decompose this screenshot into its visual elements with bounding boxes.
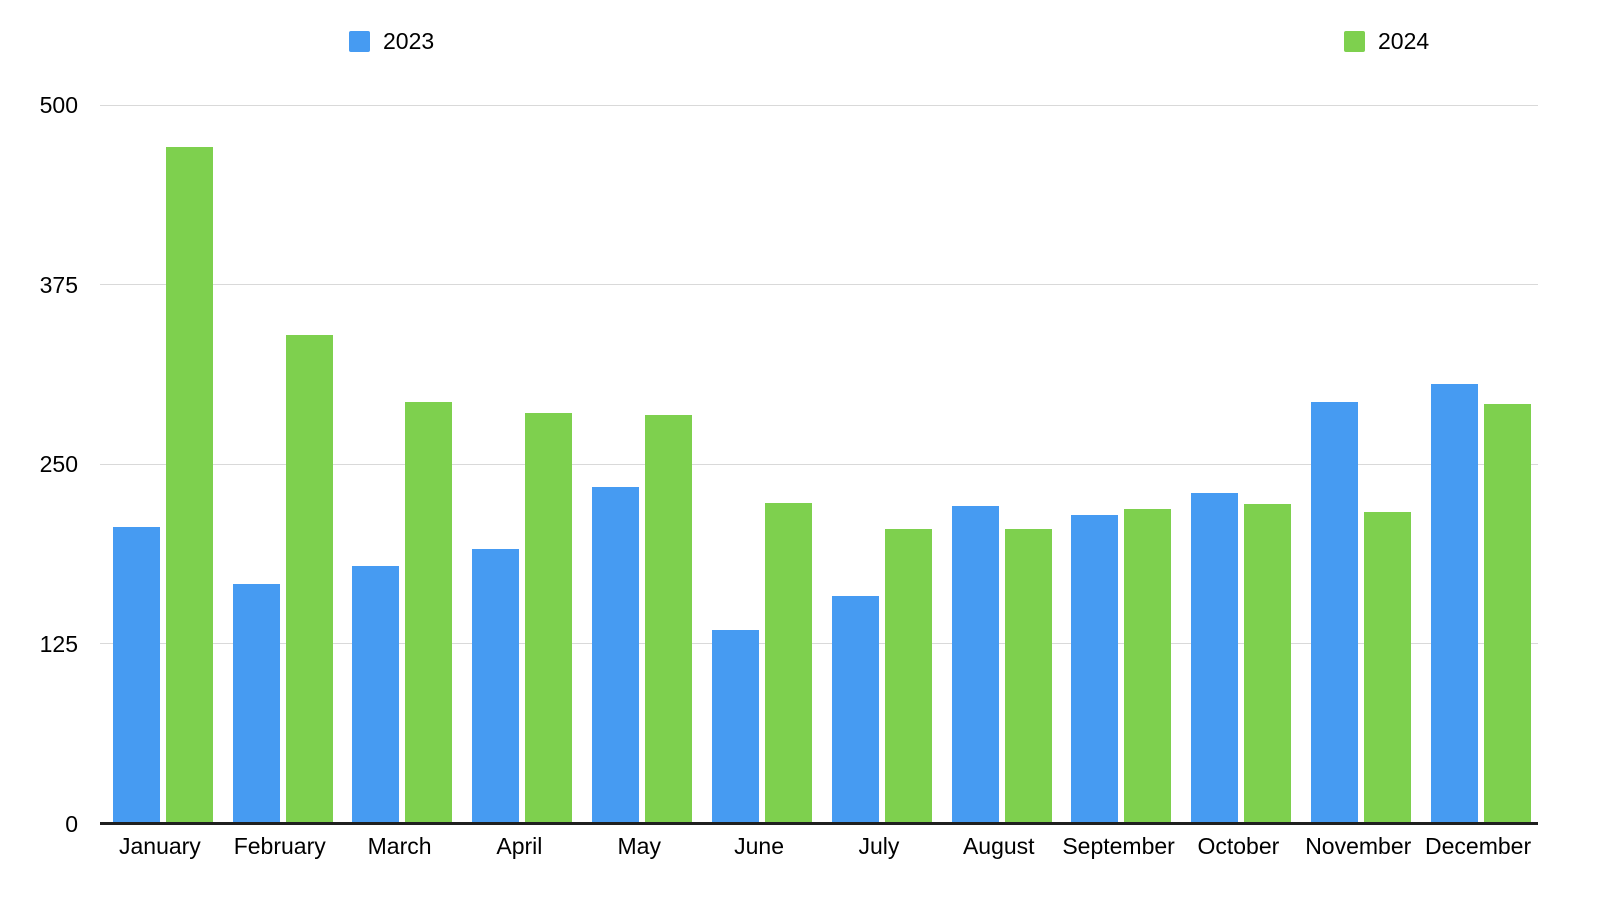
bar-april-2023[interactable] bbox=[472, 549, 520, 824]
y-tick-label-250: 250 bbox=[39, 451, 78, 478]
gridline-375 bbox=[100, 284, 1538, 286]
y-tick-label-0: 0 bbox=[65, 810, 78, 837]
bar-august-2024[interactable] bbox=[1004, 528, 1052, 824]
x-tick-label-november: November bbox=[1305, 833, 1412, 859]
bar-february-2023[interactable] bbox=[232, 583, 280, 824]
bar-march-2023[interactable] bbox=[352, 566, 400, 824]
legend-label-2023: 2023 bbox=[383, 28, 435, 54]
bar-july-2024[interactable] bbox=[884, 528, 932, 824]
bar-august-2023[interactable] bbox=[951, 505, 999, 824]
legend-swatch-2024-icon bbox=[1344, 30, 1365, 52]
x-tick-label-december: December bbox=[1425, 833, 1532, 859]
bar-september-2023[interactable] bbox=[1071, 514, 1119, 824]
bar-july-2023[interactable] bbox=[831, 596, 879, 824]
bar-october-2023[interactable] bbox=[1191, 492, 1239, 824]
y-tick-label-500: 500 bbox=[39, 92, 78, 118]
y-tick-label-375: 375 bbox=[39, 271, 78, 298]
bar-april-2024[interactable] bbox=[525, 412, 573, 824]
gridline-250 bbox=[100, 463, 1538, 465]
legend-item-2023[interactable]: 2023 bbox=[349, 28, 435, 54]
bar-october-2024[interactable] bbox=[1244, 504, 1292, 824]
x-tick-label-october: October bbox=[1197, 833, 1280, 859]
gridline-500 bbox=[100, 104, 1538, 106]
bar-december-2023[interactable] bbox=[1430, 383, 1478, 824]
x-axis-line bbox=[100, 821, 1538, 825]
legend-swatch-2023-icon bbox=[349, 30, 370, 52]
x-tick-label-august: August bbox=[962, 833, 1035, 859]
bar-february-2024[interactable] bbox=[285, 334, 333, 824]
x-tick-label-april: April bbox=[496, 833, 543, 859]
legend-label-2024: 2024 bbox=[1378, 28, 1430, 54]
bar-december-2024[interactable] bbox=[1483, 403, 1531, 824]
x-tick-label-january: January bbox=[118, 833, 201, 859]
bar-september-2024[interactable] bbox=[1124, 508, 1172, 824]
bar-june-2023[interactable] bbox=[711, 629, 759, 824]
bar-june-2024[interactable] bbox=[764, 503, 812, 824]
x-tick-label-june: June bbox=[734, 833, 785, 859]
bar-november-2023[interactable] bbox=[1311, 402, 1359, 824]
gridline-125 bbox=[100, 643, 1538, 645]
x-tick-label-july: July bbox=[858, 833, 900, 859]
x-tick-label-february: February bbox=[233, 833, 326, 859]
x-tick-label-march: March bbox=[367, 833, 432, 859]
x-tick-label-september: September bbox=[1062, 833, 1175, 859]
bar-november-2024[interactable] bbox=[1364, 511, 1412, 824]
bar-january-2024[interactable] bbox=[165, 146, 213, 824]
legend-item-2024[interactable]: 2024 bbox=[1344, 28, 1430, 54]
bar-may-2024[interactable] bbox=[645, 415, 693, 824]
x-tick-label-may: May bbox=[617, 833, 661, 859]
bar-may-2023[interactable] bbox=[592, 487, 640, 824]
bar-january-2023[interactable] bbox=[112, 527, 160, 824]
bar-march-2024[interactable] bbox=[405, 402, 453, 824]
y-tick-label-125: 125 bbox=[39, 630, 78, 657]
